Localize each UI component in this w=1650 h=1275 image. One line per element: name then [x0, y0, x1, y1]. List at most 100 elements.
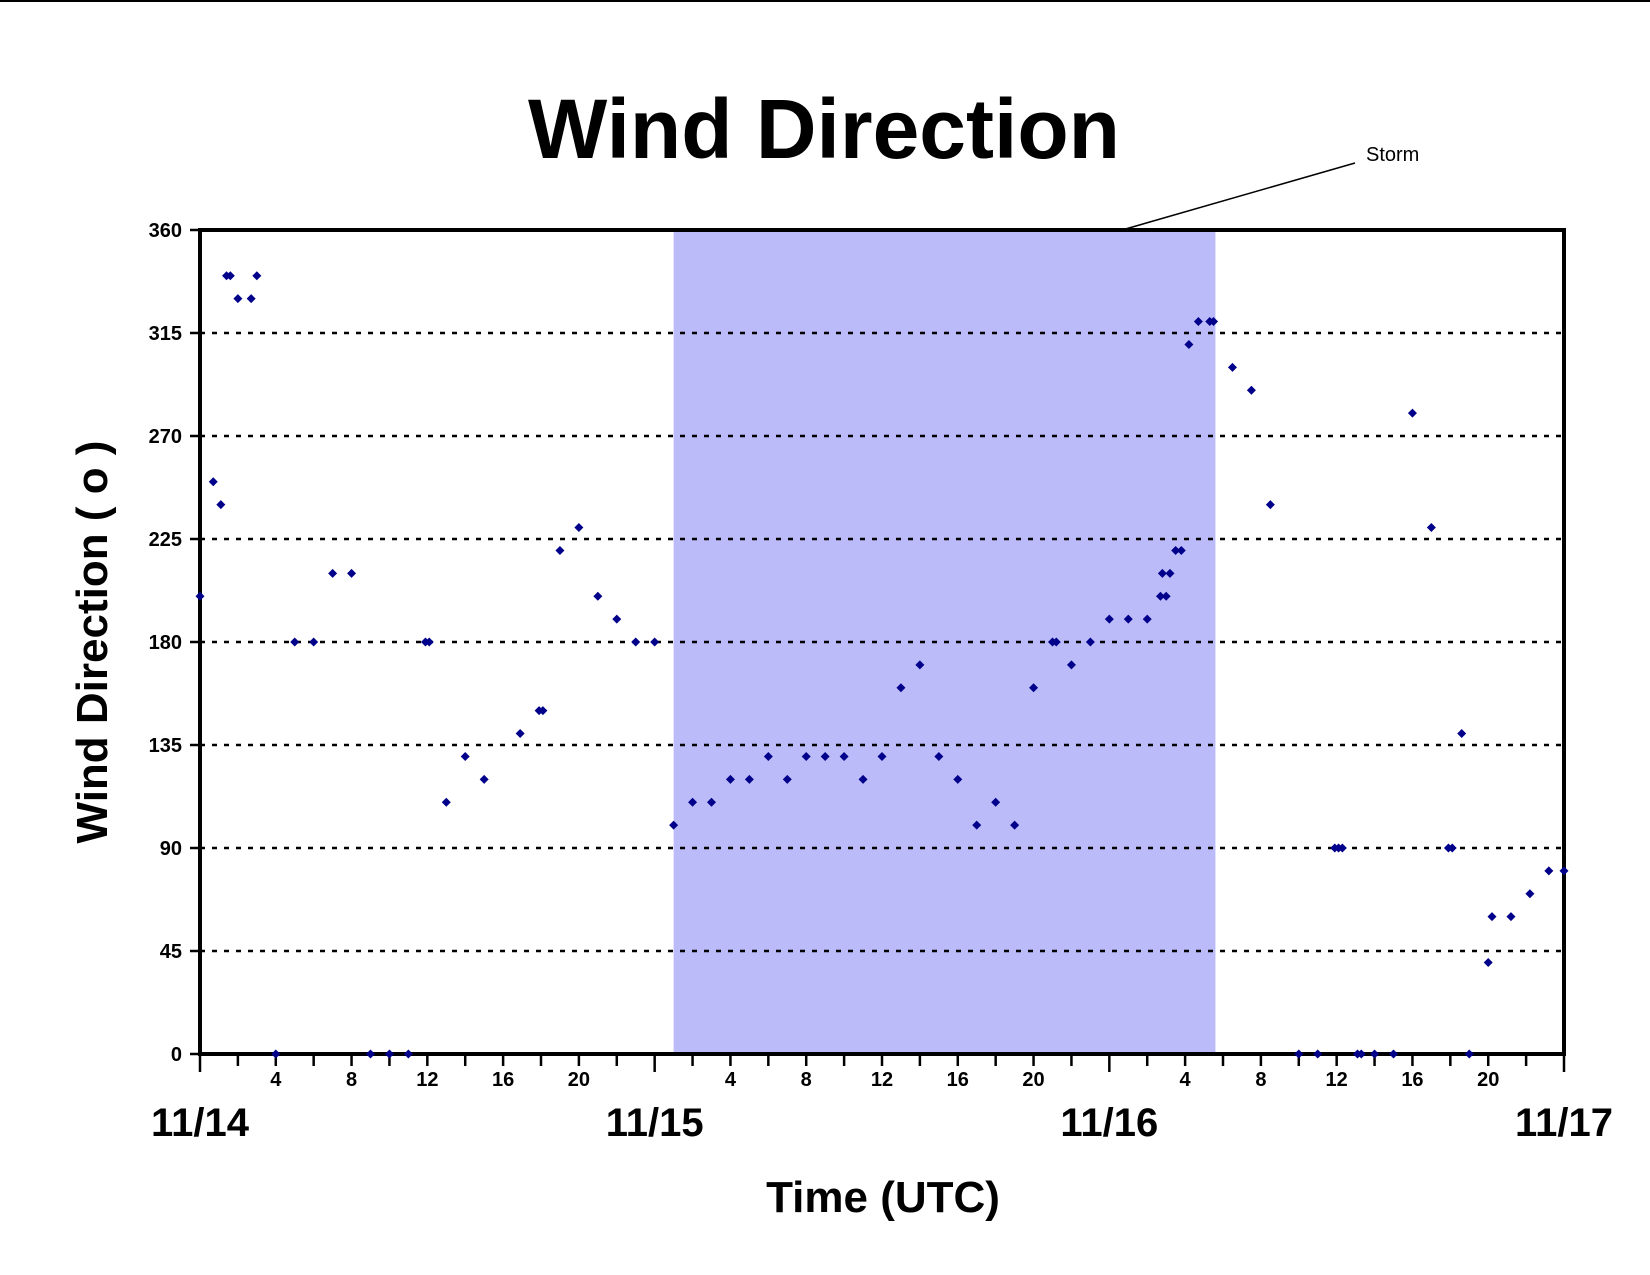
hour-tick-label-36: 12: [871, 1069, 893, 1091]
x-axis-ticks: 4 8 12 16 20 4 8 12 16 20 4 8 12 16 20 11/14 11/15 11/16 1…: [151, 1054, 1613, 1145]
data-point-29: [650, 637, 660, 647]
data-point-41: [877, 751, 887, 761]
data-point-86: [1487, 912, 1497, 922]
data-point-85: [1483, 957, 1493, 967]
data-point-82: [1447, 843, 1457, 853]
data-point-12: [347, 568, 357, 578]
y-axis-ticks: 0 45 90 135 180 225 270 315 360: [149, 220, 200, 1066]
top-border-rule: [0, 0, 1650, 2]
day-label-11-15: 11/15: [606, 1101, 704, 1145]
hour-tick-label-20: 20: [568, 1069, 590, 1091]
hour-tick-label-56: 8: [1255, 1069, 1266, 1091]
data-point-26: [593, 591, 603, 601]
data-point-28: [631, 637, 641, 647]
data-point-20: [479, 774, 489, 784]
hour-tick-label-52: 4: [1180, 1069, 1192, 1091]
data-point-34: [744, 774, 754, 784]
data-point-40: [858, 774, 868, 784]
data-point-51: [1051, 637, 1061, 647]
y-tick-label-225: 225: [149, 529, 182, 551]
data-point-62: [1176, 545, 1186, 555]
data-point-31: [688, 797, 698, 807]
data-point-71: [1313, 1049, 1323, 1059]
data-point-83: [1457, 729, 1467, 739]
storm-leader-line: [1121, 162, 1356, 231]
day-label-11-17: 11/17: [1515, 1101, 1613, 1145]
data-point-6: [246, 294, 256, 304]
data-point-7: [252, 271, 262, 281]
data-point-90: [1559, 866, 1569, 876]
data-point-44: [934, 751, 944, 761]
data-point-13: [366, 1049, 375, 1059]
data-point-21: [515, 729, 525, 739]
chart-title: Wind Direction: [528, 82, 1120, 176]
data-point-76: [1356, 1049, 1366, 1059]
data-point-63: [1184, 339, 1194, 349]
data-point-79: [1407, 408, 1417, 418]
data-point-57: [1155, 591, 1165, 601]
data-point-27: [612, 614, 622, 624]
data-point-1: [208, 477, 218, 487]
data-point-89: [1544, 866, 1554, 876]
data-point-14: [384, 1049, 394, 1059]
storm-annotation: Storm: [1121, 144, 1419, 231]
hour-tick-label-40: 16: [947, 1069, 969, 1091]
hour-tick-label-12: 12: [416, 1069, 438, 1091]
data-point-35: [763, 751, 773, 761]
data-point-19: [460, 751, 470, 761]
x-axis-label: Time (UTC): [766, 1173, 1000, 1222]
data-point-32: [707, 797, 716, 807]
data-point-80: [1426, 523, 1436, 533]
data-point-74: [1337, 843, 1347, 853]
data-point-84: [1464, 1049, 1474, 1059]
hour-tick-label-16: 16: [492, 1069, 514, 1091]
data-point-54: [1104, 614, 1114, 624]
hour-tick-label-28: 4: [725, 1069, 737, 1091]
data-point-9: [290, 637, 300, 647]
data-point-25: [574, 523, 584, 533]
y-tick-label-0: 0: [171, 1044, 182, 1066]
data-point-23: [538, 706, 548, 716]
data-point-8: [271, 1049, 281, 1059]
data-point-69: [1265, 500, 1275, 510]
data-point-30: [669, 820, 679, 830]
day-label-11-14: 11/14: [151, 1101, 250, 1145]
data-point-24: [555, 545, 565, 555]
data-point-4: [225, 271, 235, 281]
data-point-33: [725, 774, 735, 784]
data-point-70: [1294, 1049, 1304, 1059]
data-point-59: [1161, 591, 1171, 601]
hour-tick-label-32: 8: [801, 1069, 812, 1091]
y-tick-label-360: 360: [149, 220, 182, 242]
data-point-39: [839, 751, 849, 761]
data-point-52: [1066, 660, 1076, 670]
data-point-11: [328, 568, 338, 578]
data-point-42: [896, 683, 906, 693]
data-point-45: [953, 774, 963, 784]
data-point-55: [1123, 614, 1133, 624]
data-point-10: [309, 637, 319, 647]
y-tick-label-180: 180: [149, 632, 182, 654]
storm-label: Storm: [1366, 144, 1419, 166]
data-point-2: [216, 500, 226, 510]
y-axis-label: Wind Direction ( o ): [68, 441, 117, 844]
data-point-56: [1142, 614, 1152, 624]
hour-tick-label-4: 4: [270, 1069, 282, 1091]
hour-tick-label-64: 16: [1401, 1069, 1423, 1091]
hour-tick-label-8: 8: [346, 1069, 357, 1091]
data-point-0: [195, 591, 205, 601]
data-point-67: [1227, 362, 1237, 372]
y-tick-label-90: 90: [160, 838, 182, 860]
data-point-88: [1525, 889, 1535, 899]
y-tick-label-270: 270: [149, 426, 182, 448]
y-tick-label-315: 315: [149, 323, 182, 345]
data-point-64: [1193, 317, 1203, 327]
data-point-36: [782, 774, 792, 784]
data-points: [195, 271, 1569, 1059]
data-point-38: [820, 751, 830, 761]
hour-tick-label-60: 12: [1326, 1069, 1348, 1091]
data-point-47: [991, 797, 1001, 807]
data-point-37: [801, 751, 811, 761]
data-point-60: [1165, 568, 1175, 578]
